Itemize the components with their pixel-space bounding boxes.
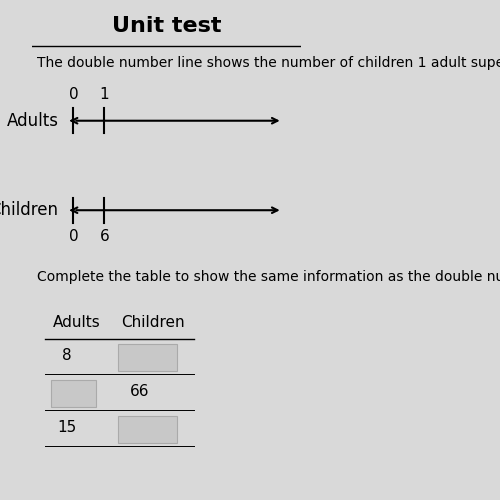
- Text: Complete the table to show the same information as the double number line.: Complete the table to show the same info…: [37, 270, 500, 284]
- Text: 15: 15: [57, 420, 76, 435]
- Text: Adults: Adults: [53, 314, 101, 330]
- Text: 8: 8: [62, 348, 72, 364]
- FancyBboxPatch shape: [50, 380, 96, 407]
- Text: Children: Children: [120, 314, 184, 330]
- FancyBboxPatch shape: [118, 416, 178, 443]
- Text: Adults: Adults: [6, 112, 59, 130]
- Text: 0: 0: [68, 87, 78, 102]
- Text: Unit test: Unit test: [112, 16, 222, 36]
- FancyBboxPatch shape: [118, 344, 178, 372]
- Text: 6: 6: [100, 229, 110, 244]
- Text: 0: 0: [68, 229, 78, 244]
- Text: The double number line shows the number of children 1 adult supervises on a fiel: The double number line shows the number …: [37, 56, 500, 70]
- Text: Children: Children: [0, 201, 58, 219]
- Text: 66: 66: [130, 384, 150, 399]
- Text: 1: 1: [100, 87, 110, 102]
